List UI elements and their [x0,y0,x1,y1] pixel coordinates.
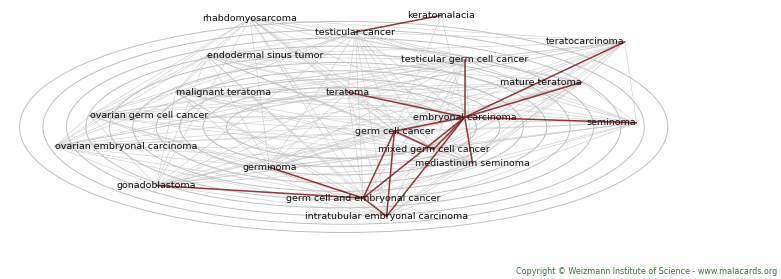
Text: keratomalacia: keratomalacia [408,11,475,20]
Text: teratocarcinoma: teratocarcinoma [546,37,625,46]
Text: germ cell cancer: germ cell cancer [355,127,434,136]
Text: teratoma: teratoma [326,88,369,97]
Text: gonadoblastoma: gonadoblastoma [116,181,196,190]
Text: mediastinum seminoma: mediastinum seminoma [415,159,530,168]
Text: intratubular embryonal carcinoma: intratubular embryonal carcinoma [305,212,468,221]
Text: malignant teratoma: malignant teratoma [176,88,271,97]
Text: endodermal sinus tumor: endodermal sinus tumor [207,51,323,60]
Text: embryonal carcinoma: embryonal carcinoma [413,113,516,122]
Text: Copyright © Weizmann Institute of Science - www.malacards.org: Copyright © Weizmann Institute of Scienc… [515,267,777,276]
Text: rhabdomyosarcoma: rhabdomyosarcoma [202,14,298,23]
Text: testicular germ cell cancer: testicular germ cell cancer [401,56,529,64]
Text: mixed germ cell cancer: mixed germ cell cancer [377,145,490,154]
Text: ovarian embryonal carcinoma: ovarian embryonal carcinoma [55,142,197,151]
Text: mature teratoma: mature teratoma [500,78,582,87]
Text: germinoma: germinoma [242,163,297,172]
Text: seminoma: seminoma [587,118,637,127]
Text: ovarian germ cell cancer: ovarian germ cell cancer [90,111,209,120]
Text: testicular cancer: testicular cancer [316,28,395,37]
Text: germ cell and embryonal cancer: germ cell and embryonal cancer [286,194,440,203]
